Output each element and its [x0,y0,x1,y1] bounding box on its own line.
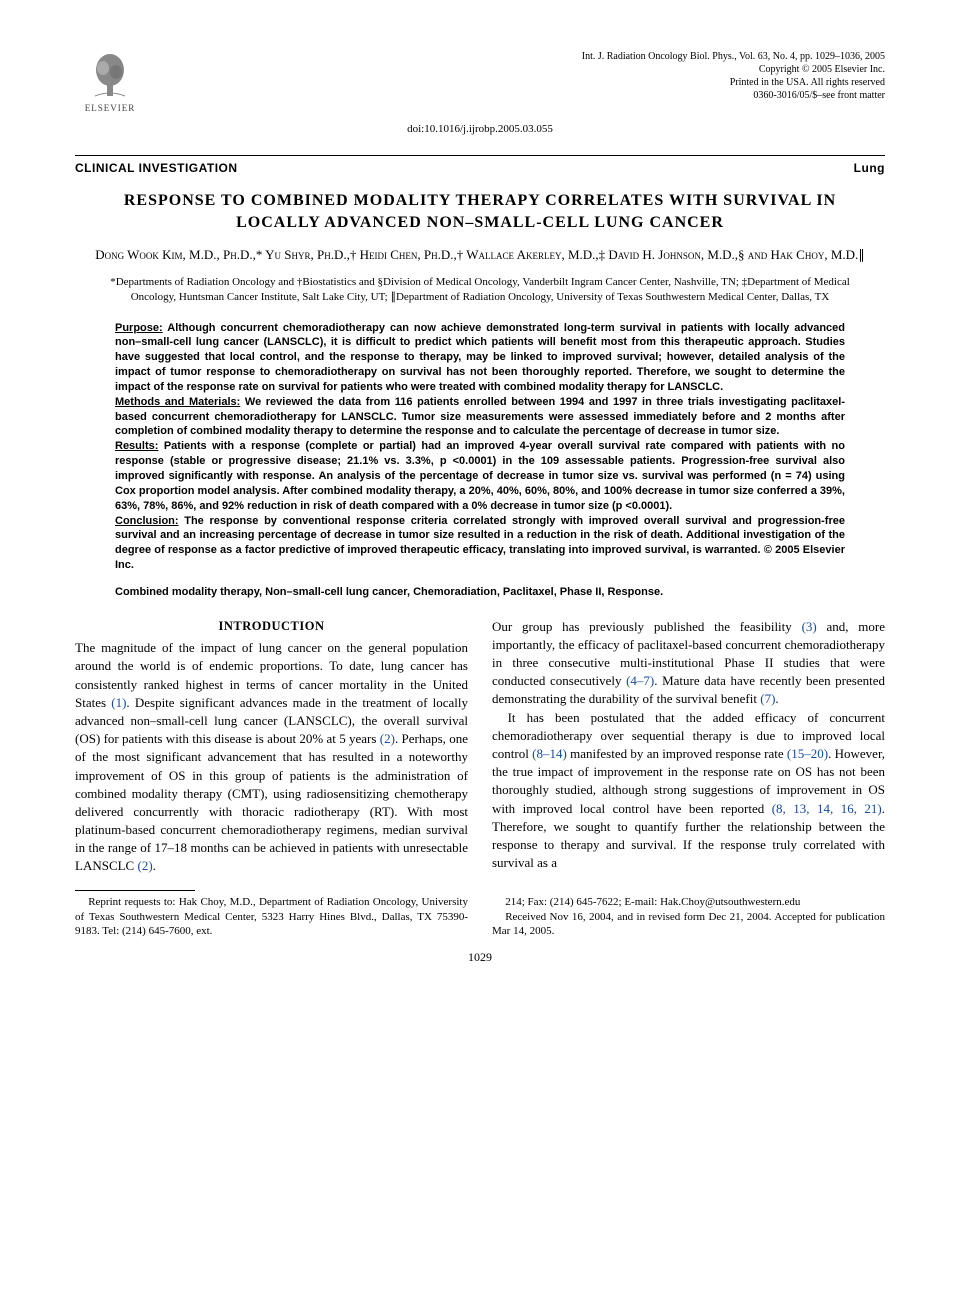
abstract-conclusion: Conclusion: The response by conventional… [115,514,845,573]
ref-link[interactable]: (4–7) [626,673,654,688]
left-column: INTRODUCTION The magnitude of the impact… [75,618,468,876]
footer-divider [75,890,195,891]
footer-columns: Reprint requests to: Hak Choy, M.D., Dep… [75,895,885,940]
copyright-line: Copyright © 2005 Elsevier Inc. [582,63,885,76]
reprint-info: Reprint requests to: Hak Choy, M.D., Dep… [75,895,468,940]
article-title: RESPONSE TO COMBINED MODALITY THERAPY CO… [95,190,865,233]
footer-right: 214; Fax: (214) 645-7622; E-mail: Hak.Ch… [492,895,885,940]
abstract-results: Results: Patients with a response (compl… [115,439,845,513]
publisher-name: ELSEVIER [85,102,136,114]
ref-link[interactable]: (1) [111,695,126,710]
ref-link[interactable]: (2) [137,858,152,873]
ref-link[interactable]: (15–20) [787,746,828,761]
issn-line: 0360-3016/05/$–see front matter [582,89,885,102]
intro-paragraph-2: Our group has previously published the f… [492,618,885,709]
conclusion-text: The response by conventional response cr… [115,515,845,572]
section-header-row: CLINICAL INVESTIGATION Lung [75,160,885,176]
ref-link[interactable]: (8–14) [532,746,567,761]
conclusion-label: Conclusion: [115,515,179,527]
results-text: Patients with a response (complete or pa… [115,440,845,511]
print-line: Printed in the USA. All rights reserved [582,76,885,89]
affiliations: *Departments of Radiation Oncology and †… [95,275,865,305]
author-list: Dong Wook Kim, M.D., Ph.D.,* Yu Shyr, Ph… [75,245,885,265]
ref-link[interactable]: (8, 13, 14, 16, 21) [772,801,882,816]
intro-paragraph-1: The magnitude of the impact of lung canc… [75,639,468,875]
header-row: ELSEVIER Int. J. Radiation Oncology Biol… [75,50,885,114]
introduction-heading: INTRODUCTION [75,618,468,636]
doi: doi:10.1016/j.ijrobp.2005.03.055 [75,122,885,137]
purpose-label: Purpose: [115,322,163,334]
body-columns: INTRODUCTION The magnitude of the impact… [75,618,885,876]
abstract-methods: Methods and Materials: We reviewed the d… [115,395,845,440]
keywords: Combined modality therapy, Non–small-cel… [115,585,845,600]
publisher-logo: ELSEVIER [75,50,145,114]
journal-citation: Int. J. Radiation Oncology Biol. Phys., … [582,50,885,63]
methods-label: Methods and Materials: [115,396,240,408]
abstract-block: Purpose: Although concurrent chemoradiot… [115,321,845,573]
footer-left: Reprint requests to: Hak Choy, M.D., Dep… [75,895,468,940]
intro-paragraph-3: It has been postulated that the added ef… [492,709,885,873]
received-dates: Received Nov 16, 2004, and in revised fo… [492,910,885,940]
elsevier-tree-icon [85,50,135,100]
purpose-text: Although concurrent chemoradiotherapy ca… [115,322,845,393]
section-label: CLINICAL INVESTIGATION [75,160,238,176]
ref-link[interactable]: (2) [380,731,395,746]
results-label: Results: [115,440,158,452]
section-topic: Lung [854,160,885,176]
page-number: 1029 [75,949,885,965]
ref-link[interactable]: (7) [760,691,775,706]
journal-metadata: Int. J. Radiation Oncology Biol. Phys., … [582,50,885,102]
ref-link[interactable]: (3) [802,619,817,634]
contact-continued: 214; Fax: (214) 645-7622; E-mail: Hak.Ch… [492,895,885,910]
header-divider [75,155,885,156]
right-column: Our group has previously published the f… [492,618,885,876]
abstract-purpose: Purpose: Although concurrent chemoradiot… [115,321,845,395]
